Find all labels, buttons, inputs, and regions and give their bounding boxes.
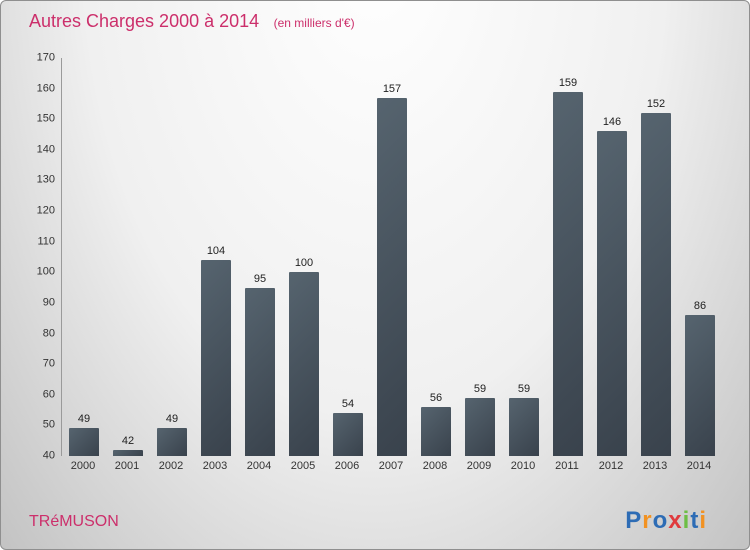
bar-slot: 95 bbox=[238, 58, 282, 456]
bar-slot: 104 bbox=[194, 58, 238, 456]
brand-letter: x bbox=[668, 507, 683, 534]
y-tick-label: 50 bbox=[42, 418, 55, 431]
bar-slot: 49 bbox=[62, 58, 106, 456]
bar bbox=[465, 397, 495, 456]
x-tick-label: 2007 bbox=[378, 460, 404, 472]
bar-value-label: 100 bbox=[294, 257, 314, 270]
bar bbox=[421, 407, 451, 456]
bar-value-label: 59 bbox=[517, 382, 531, 395]
bars-row: 49 42 49 104 95 100 54 157 56 59 59 159 146 152 86 bbox=[62, 58, 722, 456]
y-tick-label: 90 bbox=[42, 296, 55, 309]
bar-value-label: 54 bbox=[341, 398, 355, 411]
x-tick-label: 2011 bbox=[555, 460, 579, 472]
bar bbox=[289, 272, 319, 456]
x-tick-label: 2005 bbox=[290, 460, 316, 472]
bar bbox=[377, 97, 407, 456]
bar bbox=[553, 91, 583, 456]
chart-header: Autres Charges 2000 à 2014 (en milliers … bbox=[29, 11, 355, 32]
x-tick-label: 2003 bbox=[202, 460, 228, 472]
bar-slot: 59 bbox=[458, 58, 502, 456]
bar-value-label: 159 bbox=[558, 76, 578, 89]
y-tick-label: 100 bbox=[36, 265, 55, 278]
bar-slot: 49 bbox=[150, 58, 194, 456]
bar-slot: 152 bbox=[634, 58, 678, 456]
x-labels-row: 2000 2001 2002 2003 2004 2005 2006 2007 2008 2009… bbox=[61, 460, 721, 474]
x-tick-label: 2006 bbox=[334, 460, 360, 472]
bar bbox=[201, 260, 231, 456]
bar-slot: 146 bbox=[590, 58, 634, 456]
y-tick-label: 160 bbox=[36, 82, 55, 95]
x-tick-label: 2008 bbox=[422, 460, 448, 472]
x-tick-label: 2009 bbox=[466, 460, 492, 472]
bar bbox=[69, 428, 99, 456]
bar-slot: 100 bbox=[282, 58, 326, 456]
x-tick-label: 2014 bbox=[686, 460, 712, 472]
plot-area: 49 42 49 104 95 100 54 157 56 59 59 159 146 152 86 40 5… bbox=[37, 52, 722, 461]
bar bbox=[245, 287, 275, 456]
bar-value-label: 86 bbox=[693, 300, 707, 313]
bar-slot: 42 bbox=[106, 58, 150, 456]
bar-value-label: 95 bbox=[253, 272, 267, 285]
bar bbox=[641, 113, 671, 456]
brand-letter: t bbox=[690, 507, 700, 534]
y-tick-label: 60 bbox=[42, 388, 55, 401]
y-tick-label: 140 bbox=[36, 143, 55, 156]
bar bbox=[157, 428, 187, 456]
y-tick-label: 110 bbox=[37, 235, 55, 248]
company-label: TRéMUSON bbox=[29, 513, 119, 530]
y-tick-label: 130 bbox=[36, 173, 55, 186]
brand-letter: i bbox=[682, 507, 691, 534]
y-tick-label: 40 bbox=[42, 449, 55, 462]
brand-letter: o bbox=[652, 507, 669, 534]
bar-value-label: 157 bbox=[382, 82, 402, 95]
bar-slot: 56 bbox=[414, 58, 458, 456]
bar bbox=[333, 413, 363, 456]
y-tick-label: 120 bbox=[36, 204, 55, 217]
bar-value-label: 59 bbox=[473, 382, 487, 395]
brand-letter: r bbox=[642, 507, 653, 534]
chart-title: Autres Charges 2000 à 2014 bbox=[29, 11, 260, 31]
bar bbox=[113, 449, 143, 456]
x-tick-label: 2013 bbox=[642, 460, 668, 472]
bar-slot: 54 bbox=[326, 58, 370, 456]
bar-value-label: 56 bbox=[429, 392, 443, 405]
brand-letter: P bbox=[625, 507, 643, 534]
bar-slot: 59 bbox=[502, 58, 546, 456]
bar-value-label: 49 bbox=[77, 413, 91, 426]
y-tick-label: 80 bbox=[42, 327, 55, 340]
y-tick-label: 70 bbox=[42, 357, 55, 370]
x-tick-label: 2012 bbox=[598, 460, 624, 472]
x-tick-label: 2000 bbox=[70, 460, 96, 472]
x-tick-label: 2004 bbox=[246, 460, 272, 472]
bar-value-label: 152 bbox=[646, 98, 666, 111]
bar-slot: 86 bbox=[678, 58, 722, 456]
bar bbox=[509, 397, 539, 456]
bar-value-label: 104 bbox=[206, 245, 226, 258]
chart-subtitle: (en milliers d'€) bbox=[273, 16, 355, 30]
y-tick-label: 170 bbox=[36, 51, 55, 64]
x-tick-label: 2010 bbox=[510, 460, 536, 472]
bar-value-label: 42 bbox=[121, 434, 135, 447]
x-tick-label: 2001 bbox=[114, 460, 140, 472]
brand-letter: i bbox=[699, 507, 707, 534]
y-tick-label: 150 bbox=[36, 112, 55, 125]
bar-value-label: 49 bbox=[165, 413, 179, 426]
bar-slot: 159 bbox=[546, 58, 590, 456]
bar bbox=[597, 131, 627, 456]
bar-slot: 157 bbox=[370, 58, 414, 456]
bar-value-label: 146 bbox=[602, 116, 622, 129]
bar bbox=[685, 315, 715, 456]
brand-logo[interactable]: Proxiti bbox=[625, 507, 707, 535]
x-tick-label: 2002 bbox=[158, 460, 184, 472]
